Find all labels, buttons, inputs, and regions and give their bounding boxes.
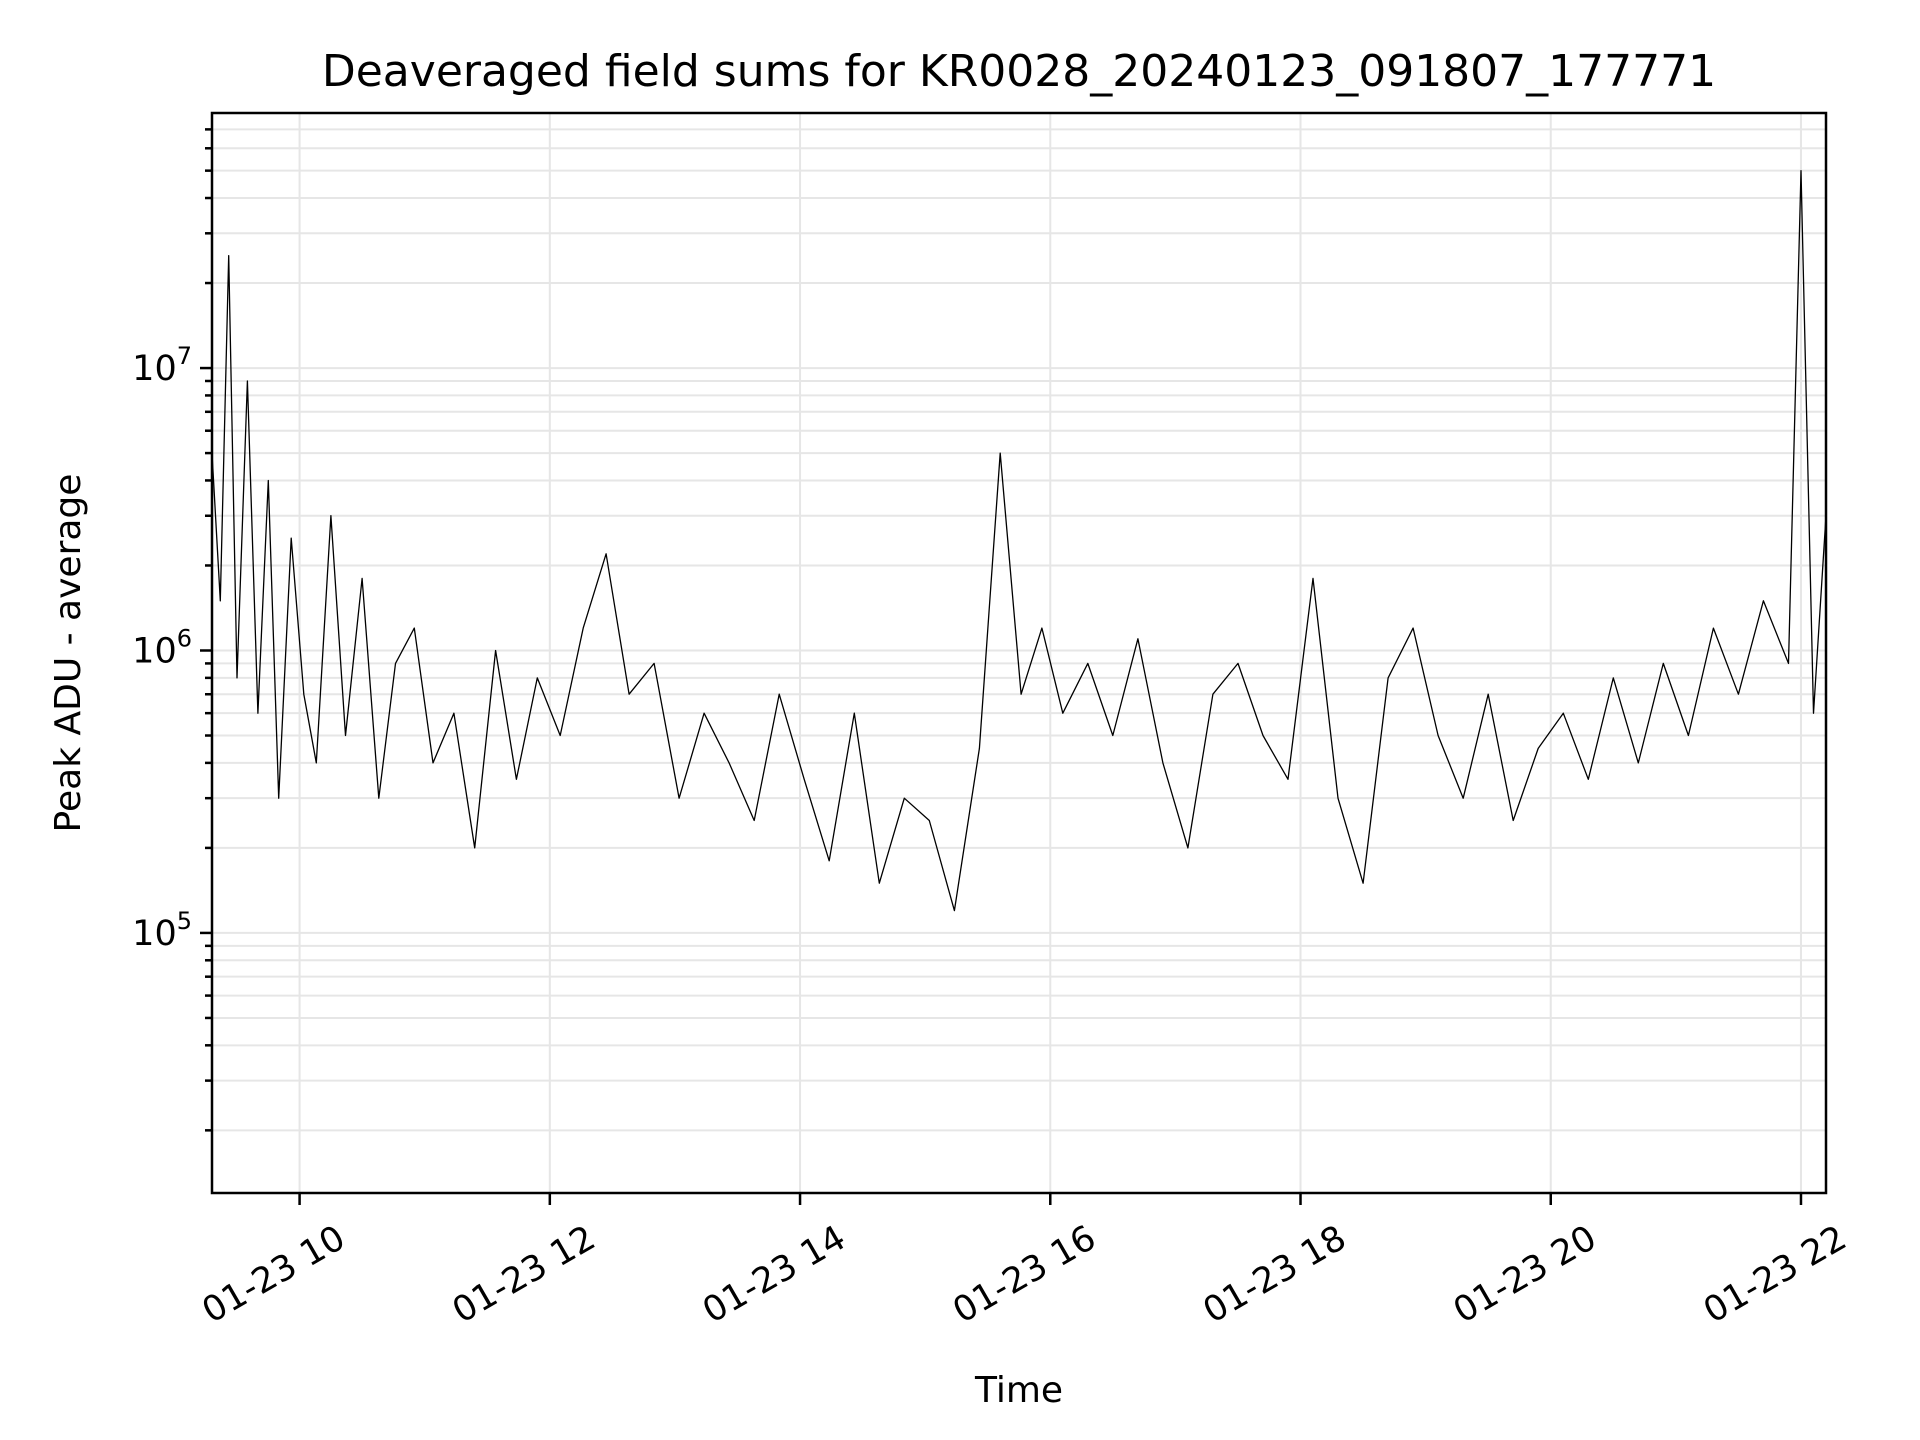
x-axis-label: Time: [974, 1370, 1063, 1411]
y-axis: 105 106 107: [132, 128, 212, 1132]
y-tick-label: 106: [132, 624, 192, 671]
series-line: [211, 170, 1827, 912]
grid: [212, 113, 1826, 1193]
plot-frame: [210, 111, 1828, 1195]
plot-area: [212, 113, 1826, 1193]
series-layer: [211, 170, 1827, 912]
y-tick-label: 105: [132, 907, 192, 954]
chart-title: Deaveraged field sums for KR0028_2024012…: [322, 46, 1716, 97]
y-tick-label: 107: [132, 342, 192, 389]
y-axis-label: Peak ADU - average: [48, 474, 89, 833]
